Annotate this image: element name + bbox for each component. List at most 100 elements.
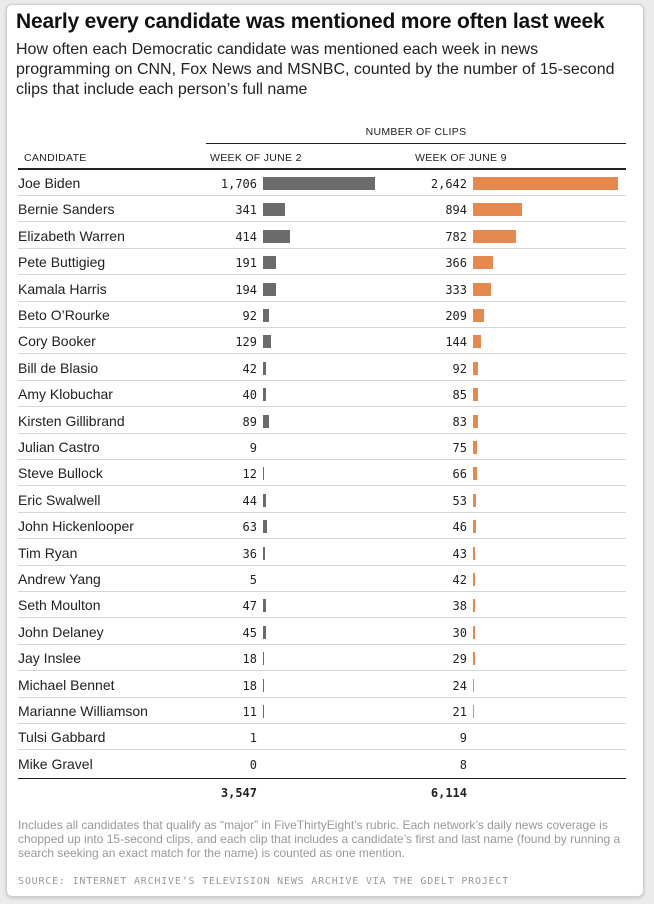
value-week2: 366 xyxy=(445,256,467,271)
bar-week2 xyxy=(473,599,476,613)
bar-week1 xyxy=(263,599,267,613)
value-week2: 43 xyxy=(452,546,467,561)
value-week2: 9 xyxy=(459,731,467,746)
table-row: John Hickenlooper 63 46 xyxy=(18,513,626,540)
bar-week1 xyxy=(263,282,276,296)
bar-week1 xyxy=(263,177,375,190)
bar-week2 xyxy=(473,705,475,718)
value-week2: 333 xyxy=(445,282,467,297)
value-week1: 191 xyxy=(235,256,257,271)
table-row: Seth Moulton 47 38 xyxy=(18,592,626,619)
chart-card xyxy=(6,4,644,897)
chart-title: Nearly every candidate was mentioned mor… xyxy=(16,10,605,33)
candidate-name: Kirsten Gillibrand xyxy=(18,412,125,429)
value-week2: 92 xyxy=(452,361,467,376)
bar-week1 xyxy=(263,625,266,639)
value-week1: 9 xyxy=(249,441,257,455)
chart-subtitle: How often each Democratic candidate was … xyxy=(16,41,615,98)
bar-week2 xyxy=(473,546,476,560)
bar-week1 xyxy=(263,546,266,560)
table-row: Tulsi Gabbard 1 9 xyxy=(18,724,626,751)
bar-week2 xyxy=(473,652,475,666)
value-week1: 45 xyxy=(242,625,257,640)
candidate-name: Michael Bennet xyxy=(18,676,115,693)
candidate-name: Julian Castro xyxy=(18,439,100,455)
candidate-name: Tim Ryan xyxy=(18,544,78,561)
table-row: Steve Bullock 12 66 xyxy=(18,460,626,487)
value-week1: 47 xyxy=(242,599,257,614)
value-week2: 209 xyxy=(445,309,467,323)
candidate-name: John Delaney xyxy=(18,623,104,640)
table-row: Joe Biden 1,706 2,642 xyxy=(18,170,626,196)
table-row: Kirsten Gillibrand 89 83 xyxy=(18,408,626,434)
value-week1: 40 xyxy=(242,388,257,403)
candidate-name: Jay Inslee xyxy=(18,650,82,667)
table-row: Elizabeth Warren 414 782 xyxy=(18,223,626,249)
bar-week2 xyxy=(473,520,476,534)
bar-week2 xyxy=(473,256,494,270)
bar-week2 xyxy=(473,493,476,507)
value-week2: 21 xyxy=(452,705,467,719)
value-week1: 63 xyxy=(242,520,257,535)
bar-week1 xyxy=(263,705,265,718)
candidate-name: Tulsi Gabbard xyxy=(18,729,106,746)
candidate-name: Pete Buttigieg xyxy=(18,254,106,271)
candidate-name: Elizabeth Warren xyxy=(18,227,125,244)
table-row: Jay Inslee 18 29 xyxy=(18,645,626,672)
value-week2: 53 xyxy=(452,493,467,508)
candidate-name: Amy Klobuchar xyxy=(18,386,113,403)
value-week2: 85 xyxy=(452,388,467,403)
total-week1: 3,547 xyxy=(220,786,257,800)
table-row: Eric Swalwell 44 53 xyxy=(18,487,626,513)
value-week1: 11 xyxy=(242,705,257,719)
value-week2: 24 xyxy=(452,678,467,693)
header-divider xyxy=(18,168,626,170)
value-week1: 194 xyxy=(235,282,257,297)
bar-week2 xyxy=(473,361,479,375)
table-row: Michael Bennet 18 24 xyxy=(18,672,626,698)
table-row: Bernie Sanders 341 894 xyxy=(18,196,626,223)
value-week1: 44 xyxy=(242,493,257,508)
bar-week2 xyxy=(473,282,492,296)
table-row: Marianne Williamson 11 21 xyxy=(18,698,626,724)
value-week1: 92 xyxy=(242,309,257,323)
value-week2: 66 xyxy=(452,467,467,482)
value-week1: 18 xyxy=(242,678,257,693)
table-row: John Delaney 45 30 xyxy=(18,619,626,645)
value-week2: 8 xyxy=(459,757,467,772)
candidate-name: Beto O’Rourke xyxy=(18,307,110,323)
table-row: Pete Buttigieg 191 366 xyxy=(18,249,626,276)
value-week2: 29 xyxy=(452,652,467,667)
footer-divider xyxy=(18,778,626,779)
column-header-week2: WEEK OF JUNE 9 xyxy=(415,152,507,164)
footnote: Includes all candidates that qualify as … xyxy=(18,818,621,860)
value-week2: 75 xyxy=(452,441,467,455)
value-week1: 42 xyxy=(242,361,257,376)
candidate-name: John Hickenlooper xyxy=(18,518,134,535)
value-week1: 1 xyxy=(249,731,257,746)
source-line: SOURCE: INTERNET ARCHIVE’S TELEVISION NE… xyxy=(18,876,510,887)
value-week2: 42 xyxy=(452,573,467,587)
bar-week2 xyxy=(473,678,475,692)
candidate-name: Kamala Harris xyxy=(18,280,107,297)
column-header-candidate: CANDIDATE xyxy=(24,152,87,164)
bar-week2 xyxy=(473,177,618,190)
value-week1: 36 xyxy=(242,546,257,561)
bar-week1 xyxy=(263,652,265,666)
candidate-name: Bill de Blasio xyxy=(18,359,99,376)
value-week1: 89 xyxy=(242,414,257,429)
value-week1: 5 xyxy=(249,573,257,587)
bar-week2 xyxy=(473,573,476,586)
candidate-name: Joe Biden xyxy=(18,175,81,191)
candidate-name: Seth Moulton xyxy=(18,597,101,614)
value-week1: 0 xyxy=(249,757,257,772)
candidate-name: Bernie Sanders xyxy=(18,201,115,218)
bar-week2 xyxy=(473,441,478,454)
table-row: Julian Castro 9 75 xyxy=(18,434,626,460)
candidate-name: Steve Bullock xyxy=(18,465,103,482)
value-week2: 46 xyxy=(452,520,467,535)
table-row: Amy Klobuchar 40 85 xyxy=(18,381,626,408)
table-row: Cory Booker 129 144 xyxy=(18,328,626,355)
value-week2: 2,642 xyxy=(430,177,467,191)
group-divider xyxy=(206,143,626,144)
